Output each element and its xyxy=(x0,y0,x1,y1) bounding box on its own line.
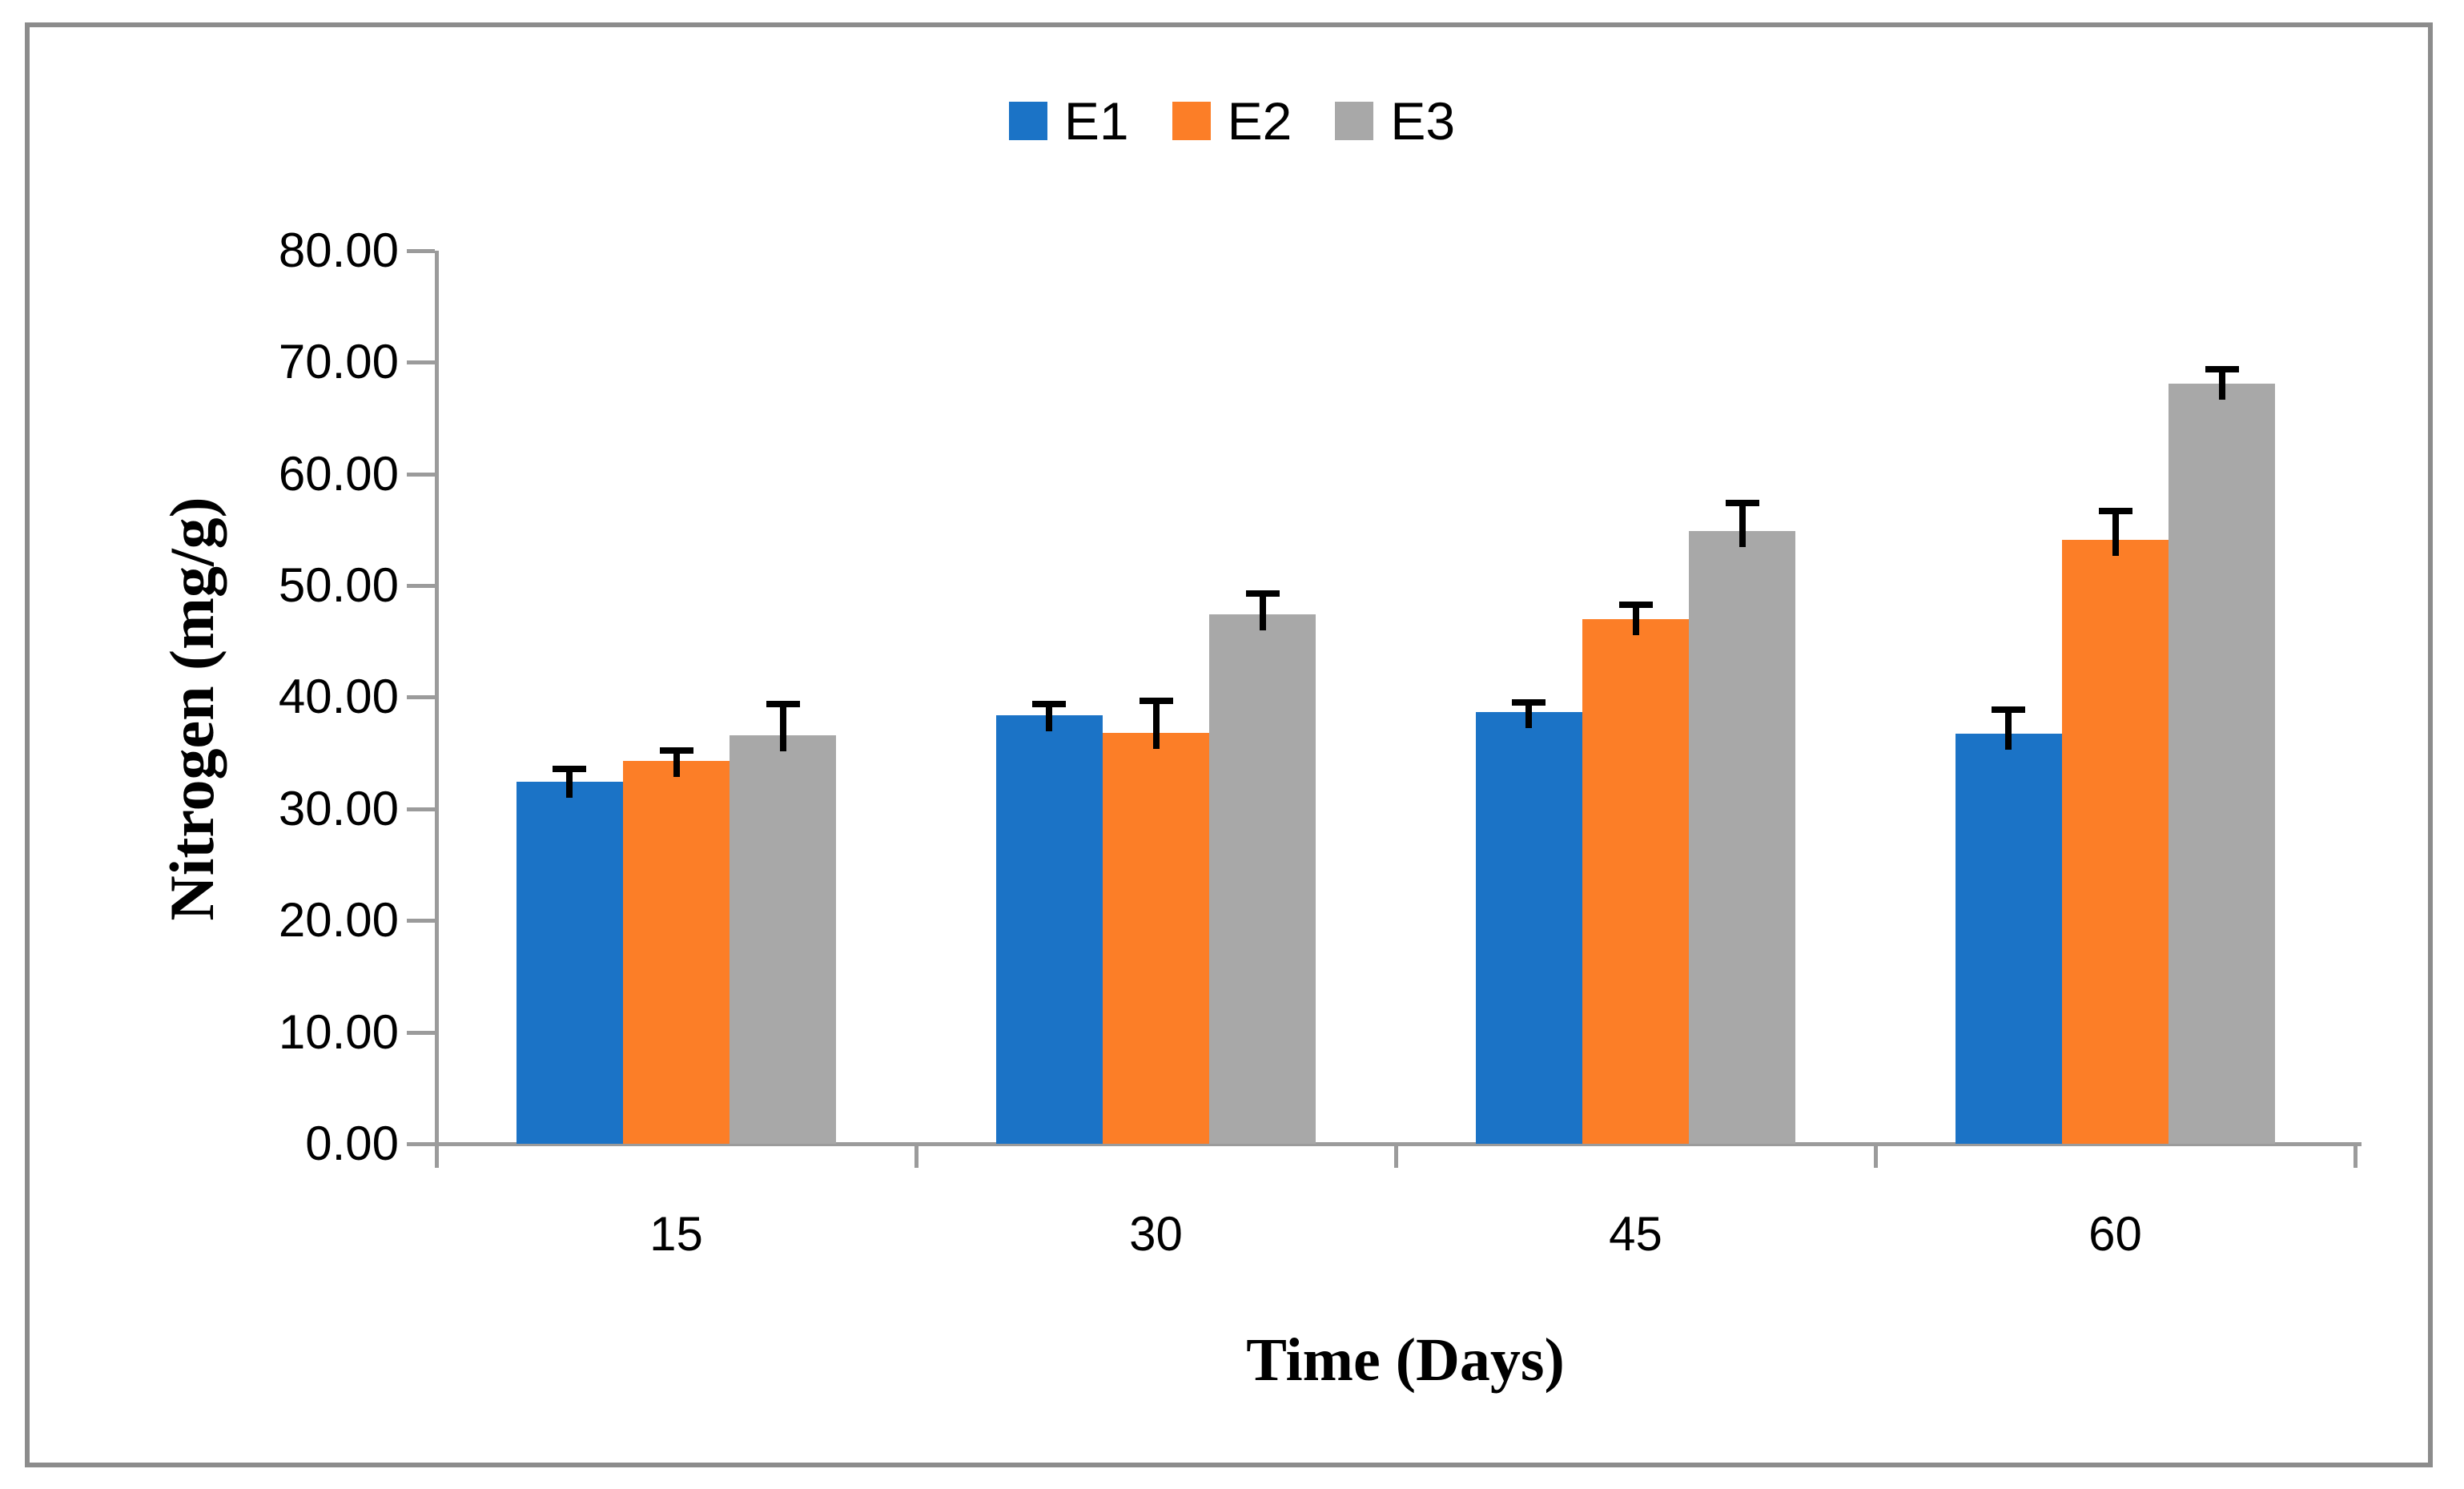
x-tick-mark xyxy=(2353,1146,2357,1168)
x-axis-title: Time (Days) xyxy=(1246,1326,1565,1394)
y-tick-mark xyxy=(407,1142,435,1146)
y-tick-label: 40.00 xyxy=(278,670,399,724)
legend-item-e3: E3 xyxy=(1335,95,1455,147)
legend-item-e2: E2 xyxy=(1172,95,1292,147)
x-category-label: 15 xyxy=(649,1207,703,1261)
x-tick-mark xyxy=(914,1146,918,1168)
y-tick-mark xyxy=(407,919,435,924)
error-bar-cap xyxy=(2205,365,2239,372)
y-tick-mark xyxy=(407,807,435,811)
error-bar-cap xyxy=(1139,697,1173,704)
bar-e1-60 xyxy=(1955,734,2062,1144)
bar-e3-15 xyxy=(730,734,837,1144)
error-bar-whisker xyxy=(1046,706,1053,731)
error-bar-whisker xyxy=(1152,703,1160,749)
error-bar-cap xyxy=(1992,706,2026,713)
error-bar-whisker xyxy=(1738,505,1746,547)
y-tick-mark xyxy=(407,248,435,253)
y-tick-label: 20.00 xyxy=(278,893,399,948)
error-bar-whisker xyxy=(779,706,786,751)
error-bar-cap xyxy=(766,700,800,707)
y-tick-label: 80.00 xyxy=(278,223,399,277)
bar-e1-30 xyxy=(995,714,1103,1144)
bar-e3-30 xyxy=(1209,614,1316,1144)
x-axis-line xyxy=(435,1142,2362,1146)
y-tick-label: 60.00 xyxy=(278,446,399,501)
error-bar-cap xyxy=(553,765,587,772)
legend-swatch-e2 xyxy=(1172,102,1211,140)
y-tick-mark xyxy=(407,584,435,588)
x-tick-mark xyxy=(1394,1146,1398,1168)
legend-label-e3: E3 xyxy=(1390,91,1456,151)
bar-e2-60 xyxy=(2061,539,2169,1144)
y-tick-mark xyxy=(407,1030,435,1035)
bar-e2-30 xyxy=(1102,733,1210,1144)
legend-swatch-e1 xyxy=(1008,102,1047,140)
bar-e1-15 xyxy=(516,782,623,1144)
error-bar-cap xyxy=(1618,601,1653,608)
error-bar-whisker xyxy=(2005,712,2012,751)
y-tick-label: 10.00 xyxy=(278,1004,399,1059)
y-axis-line xyxy=(435,250,439,1164)
x-category-label: 60 xyxy=(2088,1207,2142,1261)
error-bar-cap xyxy=(1725,499,1759,506)
bar-e3-60 xyxy=(2169,383,2276,1144)
error-bar-cap xyxy=(1512,699,1546,706)
x-tick-mark xyxy=(1874,1146,1878,1168)
error-bar-whisker xyxy=(2112,513,2119,556)
bar-e3-45 xyxy=(1689,530,1796,1144)
error-bar-whisker xyxy=(566,771,573,799)
legend-label-e1: E1 xyxy=(1063,91,1129,151)
bar-e2-45 xyxy=(1582,618,1690,1144)
legend-label-e2: E2 xyxy=(1227,91,1292,151)
error-bar-cap xyxy=(2098,507,2132,514)
error-bar-cap xyxy=(659,747,693,755)
error-bar-cap xyxy=(1245,590,1280,597)
bar-e2-15 xyxy=(622,760,730,1144)
y-tick-label: 70.00 xyxy=(278,335,399,389)
x-tick-mark xyxy=(435,1146,439,1168)
legend-item-e1: E1 xyxy=(1008,91,1129,151)
error-bar-whisker xyxy=(2218,372,2225,400)
y-tick-label: 0.00 xyxy=(305,1117,399,1170)
x-category-label: 45 xyxy=(1609,1207,1662,1261)
y-tick-mark xyxy=(407,360,435,365)
error-bar-whisker xyxy=(1632,607,1639,635)
error-bar-cap xyxy=(1032,700,1067,707)
legend: E1 E2 E3 xyxy=(0,95,2464,147)
y-tick-mark xyxy=(407,472,435,477)
error-bar-whisker xyxy=(1525,706,1533,728)
legend-swatch-e3 xyxy=(1335,102,1374,140)
x-category-label: 30 xyxy=(1129,1207,1183,1261)
y-tick-mark xyxy=(407,695,435,700)
bar-e1-45 xyxy=(1475,711,1582,1144)
error-bar-whisker xyxy=(673,754,680,777)
y-tick-label: 50.00 xyxy=(278,558,399,612)
y-tick-label: 30.00 xyxy=(278,781,399,835)
error-bar-whisker xyxy=(1259,596,1266,631)
